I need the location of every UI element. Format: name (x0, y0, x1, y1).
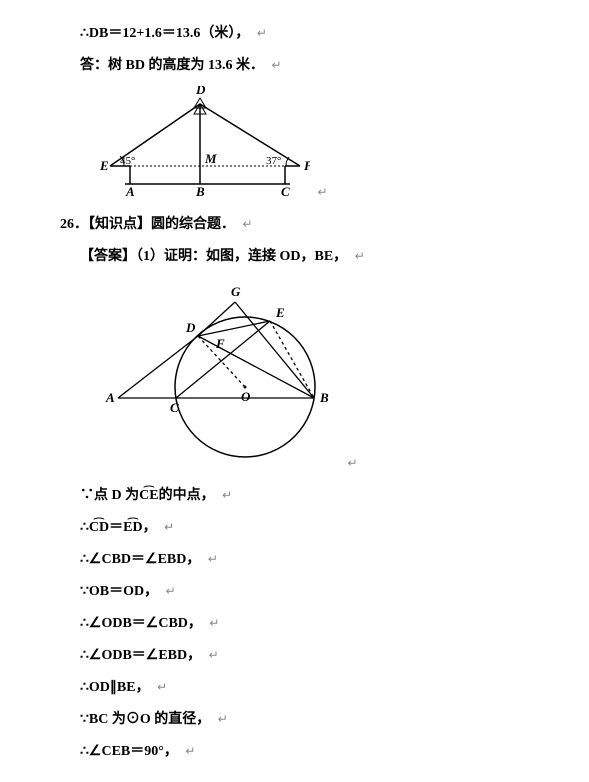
svg-text:F: F (215, 336, 225, 351)
text: ∵OB＝OD， (80, 584, 158, 599)
return-mark: ↵ (204, 552, 218, 566)
line-odb-cbd: ∴∠ODB＝∠CBD， ↵ (80, 612, 549, 632)
text: ∴∠ODB＝∠CBD， (80, 616, 202, 631)
return-mark: ↵ (181, 744, 195, 758)
svg-text:B: B (195, 184, 205, 196)
return-mark: ↵ (239, 217, 253, 231)
text: ∴OD∥BE， (80, 680, 150, 695)
arc-ed: ED (123, 520, 142, 536)
line-proof-intro: 【答案】（1）证明：如图，连接 OD，BE， ↵ (80, 245, 549, 265)
svg-text:B: B (319, 390, 329, 405)
line-cd-eq-ed: ∴CD＝ED， ↵ (80, 516, 549, 536)
svg-text:C: C (281, 184, 290, 196)
return-mark: ↵ (344, 456, 358, 470)
svg-text:E: E (275, 305, 285, 320)
figure-circle: A B C D E F G O ↵ (100, 277, 549, 472)
return-mark: ↵ (314, 185, 328, 199)
line-cbd-ebd: ∴∠CBD＝∠EBD， ↵ (80, 548, 549, 568)
return-mark: ↵ (267, 58, 281, 72)
line-odb-ebd: ∴∠ODB＝∠EBD， ↵ (80, 644, 549, 664)
svg-text:G: G (231, 284, 241, 299)
figure-triangle-tree: D E F A B C M 45° 37° ↵ (100, 86, 549, 201)
figure1-svg: D E F A B C M 45° 37° (100, 86, 310, 196)
line-db-equals: ∴DB＝12+1.6＝13.6（米）， ↵ (80, 22, 549, 42)
text: ∴∠CBD＝∠EBD， (80, 552, 200, 567)
figure2-svg: A B C D E F G O (100, 277, 340, 467)
svg-text:A: A (105, 390, 115, 405)
return-mark: ↵ (214, 712, 228, 726)
text: ∴ (80, 520, 89, 535)
svg-text:45°: 45° (120, 155, 135, 167)
svg-text:D: D (195, 86, 206, 97)
svg-text:37°: 37° (266, 155, 281, 167)
line-d-midpoint: ∵点 D 为CE的中点， ↵ (80, 484, 549, 504)
return-mark: ↵ (153, 680, 167, 694)
line-q26-topic: 26．【知识点】圆的综合题． ↵ (60, 213, 549, 233)
svg-text:C: C (170, 400, 179, 415)
return-mark: ↵ (162, 584, 176, 598)
return-mark: ↵ (160, 520, 174, 534)
text: ∴∠CEB＝90°， (80, 744, 178, 759)
line-od-parallel-be: ∴OD∥BE， ↵ (80, 676, 549, 696)
text: ∵BC 为⊙O 的直径， (80, 712, 210, 727)
return-mark: ↵ (205, 648, 219, 662)
text: ∵点 D 为 (80, 488, 139, 503)
text: 26．【知识点】圆的综合题． (60, 217, 235, 232)
line-ob-od: ∵OB＝OD， ↵ (80, 580, 549, 600)
line-bc-diameter: ∵BC 为⊙O 的直径， ↵ (80, 708, 549, 728)
svg-text:M: M (204, 151, 217, 166)
return-mark: ↵ (218, 488, 232, 502)
text: ∴∠ODB＝∠EBD， (80, 648, 201, 663)
return-mark: ↵ (253, 26, 267, 40)
return-mark: ↵ (351, 249, 365, 263)
svg-text:D: D (185, 320, 196, 335)
text: 答：树 BD 的高度为 13.6 米． (80, 58, 264, 73)
text: 的中点， (159, 488, 215, 503)
return-mark: ↵ (205, 616, 219, 630)
svg-text:E: E (100, 158, 109, 173)
text: ＝ (109, 520, 123, 535)
text: ∴DB＝12+1.6＝13.6（米）， (80, 26, 249, 41)
text: 【答案】（1）证明：如图，连接 OD，BE， (80, 249, 347, 264)
arc-cd: CD (89, 520, 109, 536)
svg-text:A: A (125, 184, 135, 196)
text: ， (143, 520, 157, 535)
line-ceb-90: ∴∠CEB＝90°， ↵ (80, 740, 549, 760)
svg-text:F: F (303, 158, 310, 173)
arc-ce: CE (139, 488, 158, 504)
svg-text:O: O (241, 389, 251, 404)
line-answer-height: 答：树 BD 的高度为 13.6 米． ↵ (80, 54, 549, 74)
